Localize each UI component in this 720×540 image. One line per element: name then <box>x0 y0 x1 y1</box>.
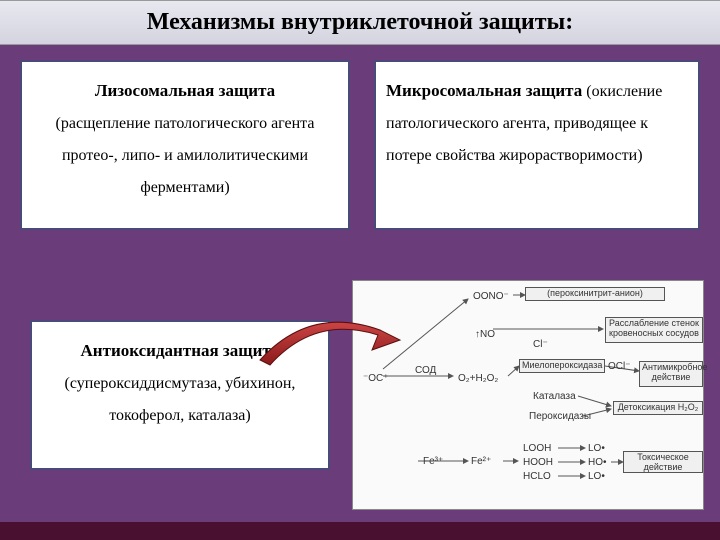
card-lysosomal-title: Лизосомальная защита <box>32 74 338 108</box>
diagram-box: Антимикробное действие <box>639 361 703 387</box>
diagram-label: LO• <box>588 443 605 454</box>
card-lysosomal-body: (расщепление патологического агента прот… <box>32 108 338 204</box>
diagram-label: ↑NO <box>475 329 495 340</box>
diagram-box: Миелопероксидаза <box>519 359 605 373</box>
footer-bar <box>0 522 720 540</box>
diagram-box: (пероксинитрит-анион) <box>525 287 665 301</box>
card-microsomal-title: Микросомальная защита <box>386 81 582 100</box>
diagram-label: LOOH <box>523 443 551 454</box>
diagram-label: HCLO <box>523 471 551 482</box>
diagram-label: OONO⁻ <box>473 291 509 302</box>
diagram-label: Fe³⁺ <box>423 456 443 467</box>
card-microsomal: Микросомальная защита (окисление патолог… <box>374 60 700 230</box>
diagram-label: СОД <box>415 365 436 376</box>
diagram-label: OCl⁻ <box>608 361 631 372</box>
page-title: Механизмы внутриклеточной защиты: <box>147 9 574 35</box>
diagram-label: Каталаза <box>533 391 576 402</box>
diagram-box: Токсическое действие <box>623 451 703 473</box>
diagram-label: Cl⁻ <box>533 339 548 350</box>
diagram-label: Fe²⁺ <box>471 456 491 467</box>
diagram-box: Расслабление стенок кровеносных сосудов <box>605 317 703 343</box>
diagram-label: HO• <box>588 457 607 468</box>
red-arrow-icon <box>250 310 410 380</box>
card-lysosomal: Лизосомальная защита (расщепление патоло… <box>20 60 350 230</box>
page-header: Механизмы внутриклеточной защиты: <box>0 0 720 45</box>
diagram-label: O₂+H₂O₂ <box>458 373 498 384</box>
diagram-label: Пероксидазы <box>529 411 591 422</box>
diagram-label: HOOH <box>523 457 553 468</box>
diagram-label: LO• <box>588 471 605 482</box>
diagram-box: Детоксикация H₂O₂ <box>613 401 703 415</box>
